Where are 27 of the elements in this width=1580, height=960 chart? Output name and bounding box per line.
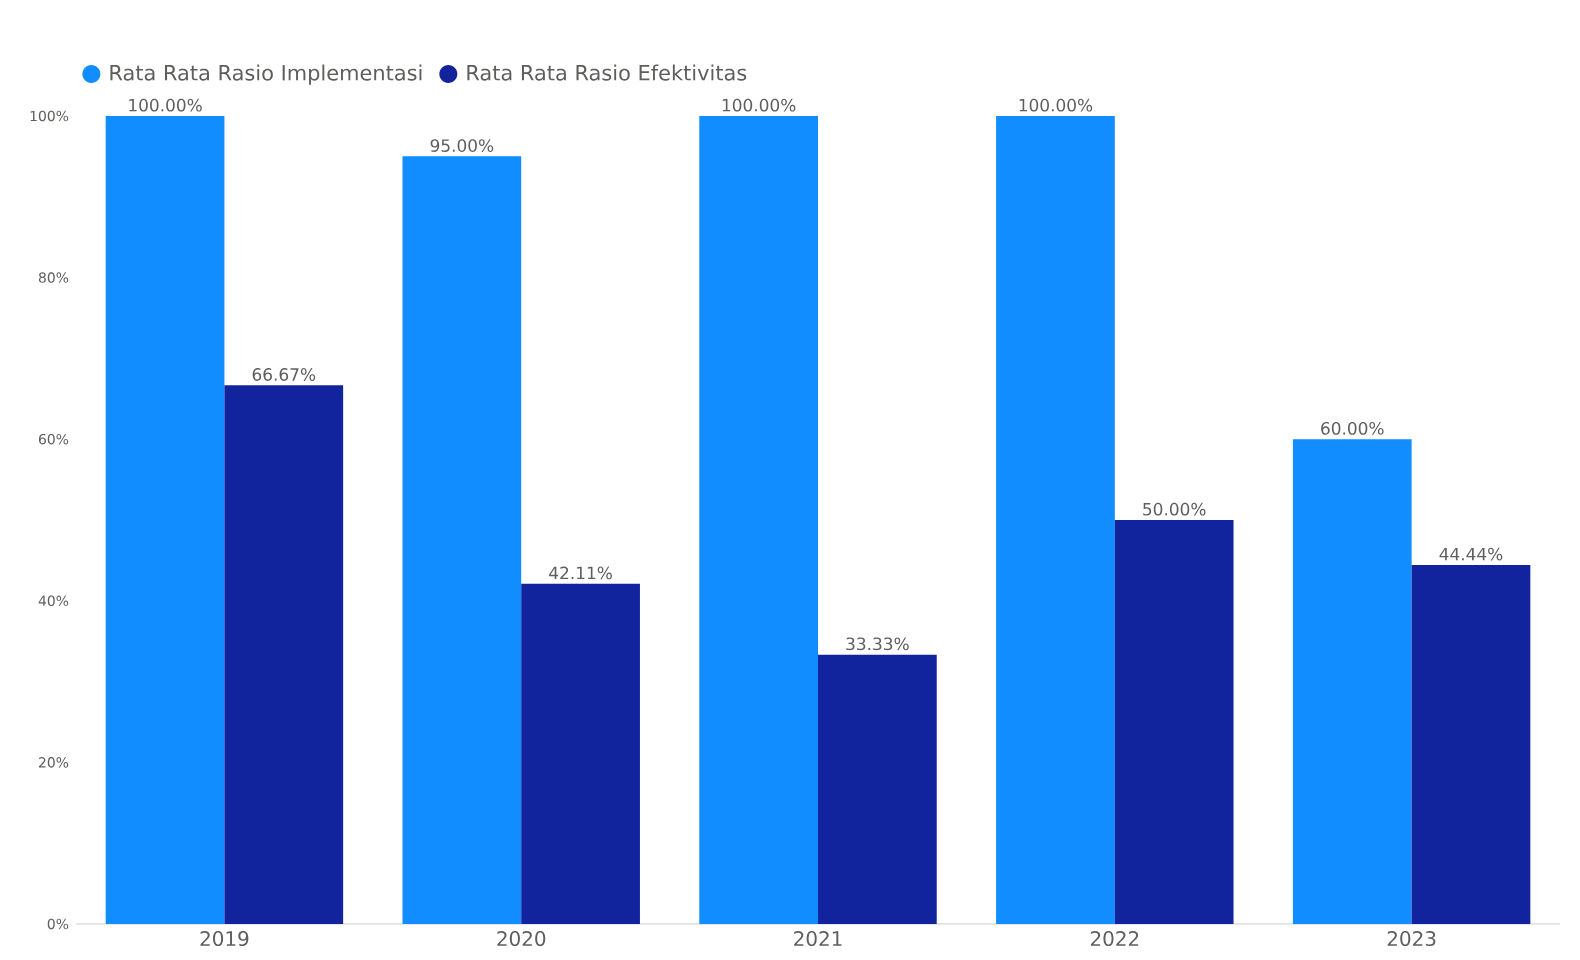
bar — [996, 115, 1115, 924]
data-label: 100.00% — [129, 98, 202, 112]
x-tick-label: 2019 — [200, 930, 249, 947]
x-tick-label: 2020 — [497, 930, 546, 947]
x-tick-label: 2023 — [1387, 930, 1436, 947]
x-tick-label: 2021 — [794, 930, 842, 947]
data-label: 95.00% — [430, 139, 494, 152]
data-label: 44.44% — [1439, 547, 1503, 561]
bar — [105, 115, 225, 924]
bar — [699, 115, 819, 924]
bar — [402, 156, 522, 924]
bar — [521, 583, 640, 924]
bar — [1411, 564, 1531, 924]
data-label: 60.00% — [1321, 421, 1384, 435]
data-label: 33.33% — [846, 637, 909, 651]
data-label: 50.00% — [1143, 502, 1206, 516]
data-label: 66.67% — [252, 368, 316, 381]
bar — [1292, 439, 1412, 924]
bar — [224, 385, 344, 924]
legend-label: Rata Rata Rasio Efektivitas — [467, 64, 747, 81]
data-label: 100.00% — [1019, 98, 1093, 112]
x-tick-label: 2022 — [1090, 930, 1139, 947]
bar — [818, 654, 937, 924]
data-label: 42.11% — [549, 566, 612, 580]
legend-label: Rata Rata Rasio Implementasi — [110, 64, 422, 85]
data-label: 100.00% — [722, 98, 796, 112]
bar — [1114, 519, 1234, 924]
